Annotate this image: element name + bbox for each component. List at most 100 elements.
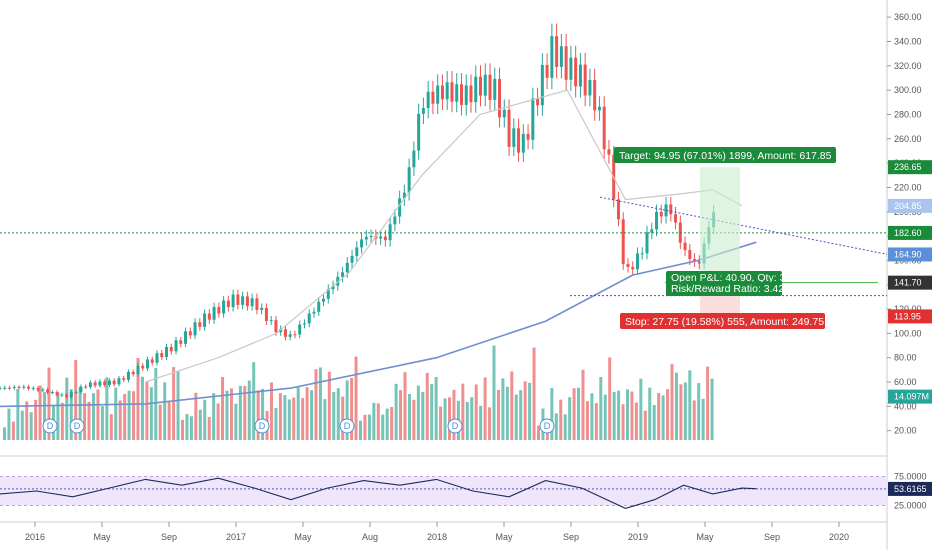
volume-bar	[123, 393, 127, 440]
volume-bar	[532, 347, 536, 440]
trendline	[599, 196, 888, 255]
volume-bar	[594, 403, 598, 440]
volume-bar	[327, 371, 331, 440]
price-tag-value: 141.70	[894, 278, 922, 288]
volume-bar	[648, 387, 652, 440]
time-tick-label: 2017	[226, 532, 246, 542]
volume-bar	[207, 416, 211, 440]
volume-bar	[296, 387, 300, 440]
candle-body	[131, 371, 135, 375]
time-tick-label: Sep	[563, 532, 579, 542]
candle-body	[555, 36, 559, 67]
price-tag	[888, 160, 932, 175]
volume-bar	[710, 378, 714, 440]
candle-body	[307, 313, 311, 324]
candle-body	[635, 253, 639, 270]
volume-bar	[149, 387, 153, 440]
candle-body	[188, 331, 192, 336]
volume-bar	[474, 384, 478, 440]
candle-body	[184, 331, 188, 344]
volume-bar	[38, 385, 42, 440]
risk-reward-label: Risk/Reward Ratio: 3.42	[671, 283, 784, 295]
dividend-marker-label: D	[344, 421, 351, 431]
dividend-marker-label: D	[544, 421, 551, 431]
time-tick-label: May	[495, 532, 513, 542]
candle-body	[645, 232, 649, 254]
candle-body	[169, 346, 173, 352]
volume-bar	[158, 404, 162, 440]
candle-body	[8, 387, 12, 389]
volume-bar	[692, 400, 696, 440]
candle-body	[88, 382, 92, 388]
volume-bar	[688, 370, 692, 440]
candle-body	[341, 272, 345, 277]
time-tick-label: May	[93, 532, 111, 542]
volume-bar	[274, 407, 278, 440]
candle-body	[521, 133, 525, 153]
volume-bar	[65, 377, 69, 440]
time-tick-label: 2019	[628, 532, 648, 542]
pnl-label: Open P&L: 40.90, Qty: 3	[671, 272, 786, 284]
candle-body	[250, 298, 254, 307]
volume-bar	[34, 399, 38, 440]
time-tick-label: 2018	[427, 532, 447, 542]
volume-bar	[359, 420, 362, 440]
volume-bar	[154, 367, 158, 440]
dividend-marker	[254, 418, 270, 434]
candle-body	[445, 82, 449, 100]
volume-bar	[69, 389, 73, 440]
candle-body	[383, 236, 387, 241]
volume-bar	[301, 398, 305, 440]
target-box	[614, 147, 836, 163]
volume-bar	[674, 372, 678, 440]
rsi-tick-label: 75.0000	[894, 472, 927, 482]
candle-body	[0, 388, 2, 390]
candle-body	[512, 128, 516, 147]
volume-bar	[145, 381, 149, 440]
volume-bar	[310, 390, 314, 440]
candle-body	[493, 78, 497, 100]
volume-bar	[581, 369, 585, 440]
candle-body	[517, 128, 521, 153]
volume-bar	[78, 387, 82, 440]
volume-bar	[501, 378, 505, 440]
volume-bar	[172, 367, 176, 440]
volume-bar	[16, 389, 20, 440]
volume-bar	[590, 393, 594, 440]
dividend-marker	[69, 418, 85, 434]
axes: 20.0040.0060.0080.00100.00120.00140.0016…	[25, 12, 922, 542]
volume-bar	[670, 364, 674, 440]
price-tick-label: 300.00	[894, 85, 922, 95]
price-tag-value: 164.90	[894, 249, 922, 259]
price-tick-label: 340.00	[894, 36, 922, 46]
candle-body	[483, 74, 487, 96]
price-tick-label: 360.00	[894, 12, 922, 22]
volume-bar	[247, 380, 251, 440]
volume-bar	[60, 402, 64, 440]
candle-body	[288, 334, 292, 337]
volume-bar	[430, 384, 434, 440]
volume-bar	[488, 407, 492, 440]
volume-bar	[314, 369, 318, 440]
volume-bar	[452, 389, 456, 440]
candle-body	[364, 236, 368, 240]
candle-body	[65, 394, 69, 398]
candle-body	[93, 382, 97, 386]
dividend-marker	[447, 418, 463, 434]
candle-body	[621, 219, 625, 265]
candle-body	[369, 236, 373, 238]
candle-body	[312, 311, 316, 314]
volume-bar	[270, 382, 273, 440]
price-tick-label: 80.00	[894, 353, 917, 363]
candle-body	[669, 204, 673, 215]
price-tag	[888, 247, 932, 262]
volume-bar	[287, 399, 291, 440]
volume-bar	[559, 399, 563, 440]
volume-bar	[399, 390, 403, 440]
price-tick-label: 320.00	[894, 61, 922, 71]
price-candles	[0, 23, 716, 399]
volume-bar	[47, 367, 51, 440]
candle-body	[655, 211, 659, 230]
volume-bar	[305, 387, 309, 440]
